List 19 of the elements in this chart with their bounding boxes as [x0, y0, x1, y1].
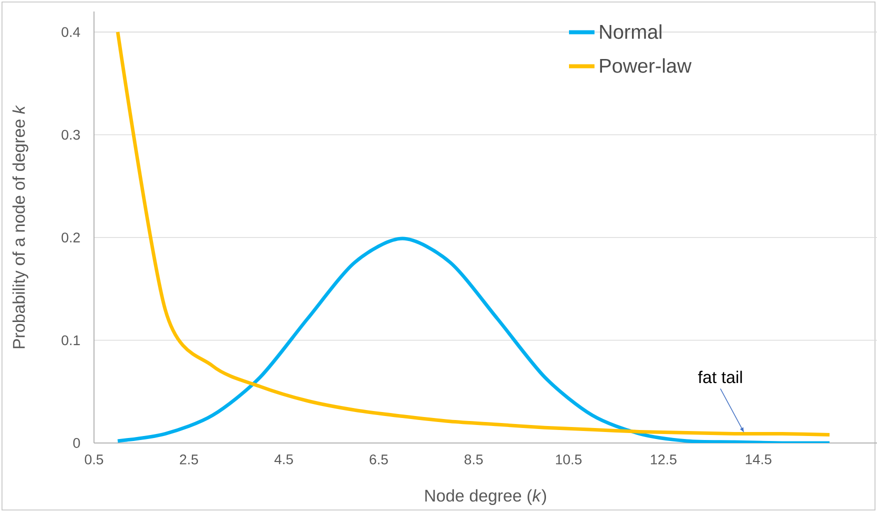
line-series: [116, 236, 832, 443]
y-tick-label: 0.1: [62, 335, 80, 346]
y-tick-label: 0.2: [62, 232, 80, 242]
y-axis-title: Probability of a node of degree k: [12, 104, 28, 348]
x-tick-label: 12.5: [650, 454, 676, 464]
annotation: fat tail: [698, 370, 742, 384]
legend-label: Normal: [600, 24, 662, 39]
y-tick-label: 0.3: [62, 130, 80, 140]
x-tick-label: 14.5: [746, 454, 772, 464]
x-axis-title: Node degree (k): [425, 489, 546, 506]
y-tick-label: 0: [73, 438, 80, 448]
x-tick-label: 0.5: [84, 454, 104, 464]
y-tick-label: 0.4: [62, 27, 80, 37]
x-tick-label: 8.5: [464, 454, 483, 464]
x-tick-label: 10.5: [556, 454, 582, 464]
x-tick-label: 2.5: [180, 454, 198, 464]
legend-label: Power-law: [600, 58, 692, 73]
x-tick-label: 4.5: [274, 454, 293, 464]
x-tick-label: 6.5: [370, 454, 388, 464]
